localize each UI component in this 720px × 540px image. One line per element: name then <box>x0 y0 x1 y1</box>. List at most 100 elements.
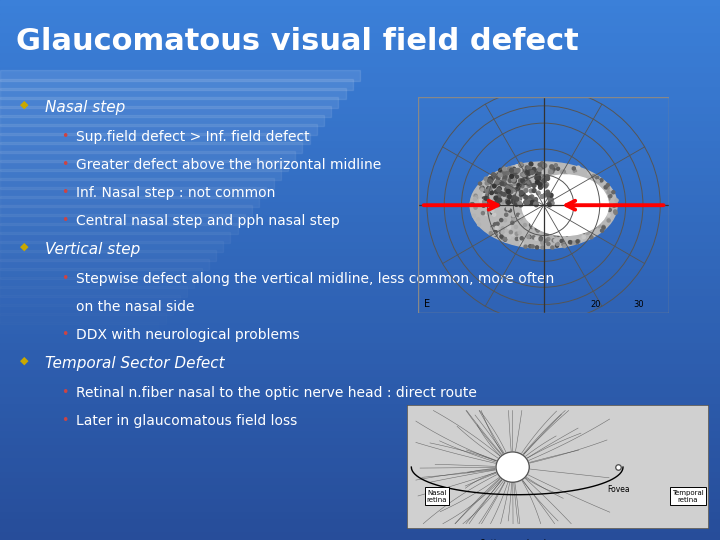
Bar <box>0 249 720 256</box>
Circle shape <box>554 239 557 242</box>
Circle shape <box>524 174 528 178</box>
Circle shape <box>510 169 513 173</box>
Text: Fovea: Fovea <box>607 485 630 494</box>
Circle shape <box>509 231 513 234</box>
Circle shape <box>536 246 539 249</box>
Circle shape <box>577 178 580 180</box>
Circle shape <box>608 208 611 212</box>
Circle shape <box>539 193 542 195</box>
Text: Nasal
retina: Nasal retina <box>427 490 447 503</box>
Circle shape <box>599 218 603 221</box>
Circle shape <box>562 200 564 204</box>
Circle shape <box>496 222 499 225</box>
Bar <box>0 284 720 291</box>
Circle shape <box>480 199 482 202</box>
Circle shape <box>512 214 515 217</box>
Bar <box>0 237 720 243</box>
Circle shape <box>544 239 548 242</box>
Circle shape <box>577 166 580 169</box>
Circle shape <box>490 232 492 235</box>
Circle shape <box>516 175 518 178</box>
Bar <box>0 223 238 234</box>
Bar <box>0 310 720 317</box>
Circle shape <box>535 227 538 231</box>
Circle shape <box>504 237 507 240</box>
Circle shape <box>515 170 518 174</box>
Circle shape <box>502 180 505 184</box>
Circle shape <box>554 233 557 237</box>
Circle shape <box>548 171 552 174</box>
Bar <box>0 317 720 324</box>
Circle shape <box>474 196 477 199</box>
Circle shape <box>544 193 547 197</box>
Circle shape <box>555 244 559 247</box>
Bar <box>0 297 720 303</box>
Circle shape <box>509 186 513 190</box>
Circle shape <box>526 166 528 169</box>
Circle shape <box>489 178 492 181</box>
Circle shape <box>528 199 531 201</box>
Circle shape <box>530 214 534 217</box>
Circle shape <box>515 197 519 201</box>
Circle shape <box>593 174 595 178</box>
Circle shape <box>502 192 506 196</box>
Circle shape <box>534 170 538 173</box>
Text: ◆: ◆ <box>20 100 29 110</box>
Circle shape <box>557 167 559 170</box>
Circle shape <box>513 195 516 199</box>
Circle shape <box>498 198 502 202</box>
Circle shape <box>502 171 505 175</box>
Circle shape <box>559 211 562 214</box>
Bar <box>0 81 720 87</box>
Circle shape <box>582 230 585 233</box>
Bar <box>418 97 669 313</box>
Circle shape <box>527 189 530 192</box>
Circle shape <box>485 194 489 197</box>
Circle shape <box>532 188 536 192</box>
Circle shape <box>552 168 555 171</box>
Text: Later in glaucomatous field loss: Later in glaucomatous field loss <box>76 414 297 428</box>
Circle shape <box>589 217 592 220</box>
Circle shape <box>528 245 532 248</box>
Circle shape <box>599 207 603 211</box>
Circle shape <box>529 217 532 220</box>
Circle shape <box>588 220 590 224</box>
Bar <box>0 196 259 207</box>
Bar <box>0 372 720 378</box>
Circle shape <box>545 210 549 213</box>
Circle shape <box>571 200 575 204</box>
Bar <box>0 472 720 480</box>
Circle shape <box>503 178 506 181</box>
Circle shape <box>535 176 539 180</box>
Circle shape <box>548 199 552 203</box>
Bar <box>0 507 720 513</box>
Circle shape <box>557 218 559 221</box>
Circle shape <box>580 193 582 197</box>
Circle shape <box>572 241 576 244</box>
Circle shape <box>512 178 516 181</box>
Circle shape <box>588 222 591 226</box>
Circle shape <box>542 193 545 197</box>
Circle shape <box>607 219 611 222</box>
Circle shape <box>482 197 485 200</box>
Circle shape <box>585 204 588 207</box>
Bar <box>0 405 720 411</box>
Circle shape <box>575 215 579 218</box>
Bar <box>0 526 720 534</box>
Circle shape <box>553 192 556 195</box>
Bar <box>0 232 230 243</box>
Bar <box>0 259 209 270</box>
Circle shape <box>487 184 490 187</box>
Circle shape <box>540 171 543 174</box>
Bar <box>0 216 720 222</box>
Circle shape <box>531 245 534 248</box>
Circle shape <box>534 203 538 207</box>
Circle shape <box>474 194 477 197</box>
Circle shape <box>550 170 554 173</box>
Circle shape <box>482 200 487 204</box>
Bar <box>0 452 720 459</box>
Circle shape <box>534 223 537 226</box>
Bar <box>0 97 338 108</box>
Circle shape <box>554 164 557 167</box>
Circle shape <box>556 214 559 217</box>
